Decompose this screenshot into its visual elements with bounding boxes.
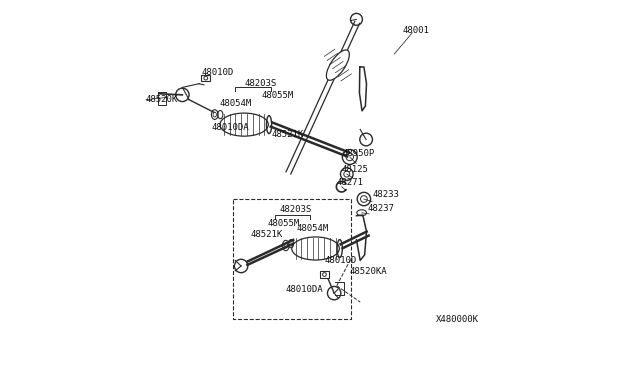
Text: 48055M: 48055M [261,92,294,100]
Text: 48520K: 48520K [146,95,178,104]
Ellipse shape [326,50,349,80]
Text: 48010DA: 48010DA [286,285,323,294]
Text: 48010DA: 48010DA [211,123,249,132]
Text: 48054M: 48054M [220,99,252,108]
Bar [202,75,211,81]
Text: 48271: 48271 [337,178,364,187]
Text: 48010D: 48010D [202,68,234,77]
Text: 48001: 48001 [403,26,429,35]
Text: 48203S: 48203S [245,79,277,88]
Ellipse shape [292,237,339,260]
Text: 48237: 48237 [367,204,394,213]
Text: 48521K: 48521K [271,130,304,139]
Bar [320,271,329,278]
Text: 48521K: 48521K [251,230,283,239]
Text: 48520KA: 48520KA [349,267,387,276]
Text: 48125: 48125 [342,165,369,174]
Text: 48054M: 48054M [297,224,329,233]
Text: 48233: 48233 [372,190,399,199]
Text: 48010D: 48010D [324,256,356,265]
Text: X480000K: X480000K [436,315,479,324]
Text: 48055M: 48055M [268,219,300,228]
Text: 48203S: 48203S [280,205,312,214]
Text: 48950P: 48950P [342,149,374,158]
Ellipse shape [220,113,268,136]
